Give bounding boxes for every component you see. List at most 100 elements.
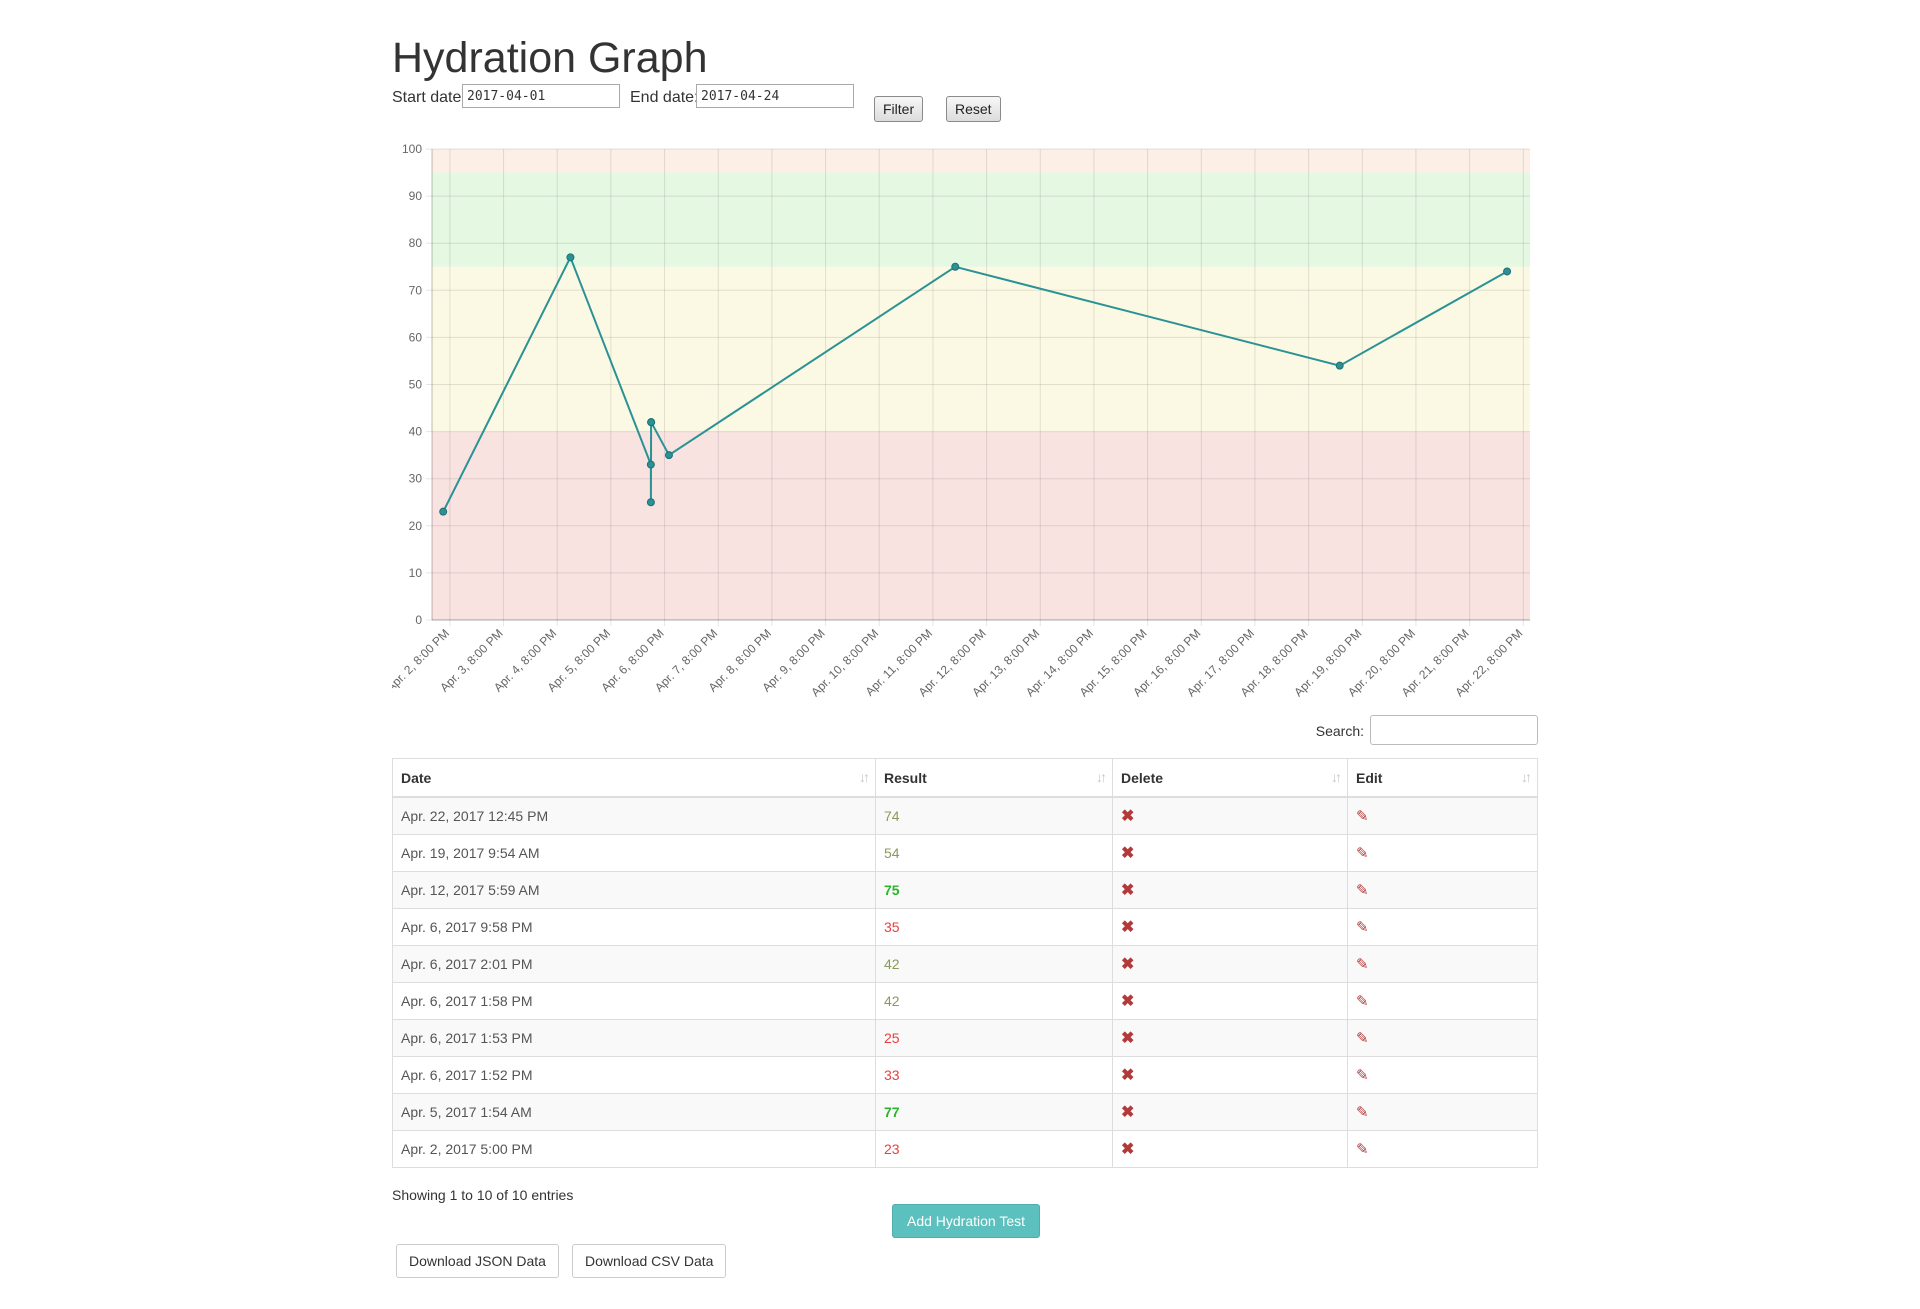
data-point (646, 498, 655, 507)
end-date-input[interactable] (696, 84, 854, 108)
result-cell: 54 (875, 834, 1113, 872)
close-icon[interactable]: ✖ (1121, 1030, 1135, 1047)
data-point (664, 451, 673, 460)
download-json-button[interactable]: Download JSON Data (396, 1244, 559, 1278)
pencil-icon[interactable]: ✎ (1356, 919, 1369, 936)
date-cell: Apr. 6, 2017 2:01 PM (392, 945, 876, 983)
pencil-icon[interactable]: ✎ (1356, 1104, 1369, 1121)
result-cell: 25 (875, 1019, 1113, 1057)
y-tick-label: 0 (415, 613, 422, 627)
page-title: Hydration Graph (392, 34, 708, 82)
date-cell: Apr. 6, 2017 1:53 PM (392, 1019, 876, 1057)
date-cell: Apr. 6, 2017 9:58 PM (392, 908, 876, 946)
table-row: Apr. 19, 2017 9:54 AM 54 ✖ ✎ (392, 834, 1538, 872)
sort-icon: ↓↑ (1521, 769, 1532, 785)
table-row: Apr. 5, 2017 1:54 AM 77 ✖ ✎ (392, 1093, 1538, 1131)
close-icon[interactable]: ✖ (1121, 993, 1135, 1010)
data-point (646, 460, 655, 469)
delete-cell: ✖ (1112, 796, 1348, 835)
delete-cell: ✖ (1112, 834, 1348, 872)
close-icon[interactable]: ✖ (1121, 1104, 1135, 1121)
result-cell: 77 (875, 1093, 1113, 1131)
close-icon[interactable]: ✖ (1121, 845, 1135, 862)
y-tick-label: 30 (409, 472, 423, 486)
delete-cell: ✖ (1112, 1130, 1348, 1168)
column-header-result[interactable]: Result ↓↑ (875, 758, 1113, 798)
add-hydration-test-button[interactable]: Add Hydration Test (892, 1204, 1040, 1238)
y-tick-label: 40 (409, 425, 423, 439)
y-tick-label: 60 (409, 330, 423, 344)
pencil-icon[interactable]: ✎ (1356, 1141, 1369, 1158)
chart-band (432, 266, 1530, 432)
delete-cell: ✖ (1112, 945, 1348, 983)
column-header-label: Delete (1121, 769, 1164, 786)
start-date-input[interactable] (462, 84, 620, 108)
result-cell: 42 (875, 982, 1113, 1020)
table-row: Apr. 6, 2017 1:58 PM 42 ✖ ✎ (392, 982, 1538, 1020)
pencil-icon[interactable]: ✎ (1356, 845, 1369, 862)
y-tick-label: 50 (409, 378, 423, 392)
pencil-icon[interactable]: ✎ (1356, 993, 1369, 1010)
result-cell: 74 (875, 796, 1113, 835)
filter-button[interactable]: Filter (874, 96, 924, 122)
close-icon[interactable]: ✖ (1121, 882, 1135, 899)
column-header-label: Edit (1356, 769, 1383, 786)
edit-cell: ✎ (1347, 834, 1538, 872)
date-cell: Apr. 19, 2017 9:54 AM (392, 834, 876, 872)
data-point (1503, 267, 1512, 276)
table-row: Apr. 6, 2017 2:01 PM 42 ✖ ✎ (392, 945, 1538, 983)
date-cell: Apr. 6, 2017 1:52 PM (392, 1056, 876, 1094)
column-header-date[interactable]: Date ↓↑ (392, 758, 876, 798)
search-bar: Search: (392, 715, 1538, 747)
data-point (1335, 361, 1344, 370)
start-date-label: Start date: (392, 89, 466, 106)
close-icon[interactable]: ✖ (1121, 956, 1135, 973)
column-header-label: Result (884, 769, 927, 786)
table-row: Apr. 6, 2017 9:58 PM 35 ✖ ✎ (392, 908, 1538, 946)
data-point (647, 418, 656, 427)
pencil-icon[interactable]: ✎ (1356, 1067, 1369, 1084)
close-icon[interactable]: ✖ (1121, 919, 1135, 936)
pencil-icon[interactable]: ✎ (1356, 1030, 1369, 1047)
sort-icon: ↓↑ (1096, 769, 1107, 785)
date-cell: Apr. 6, 2017 1:58 PM (392, 982, 876, 1020)
close-icon[interactable]: ✖ (1121, 808, 1135, 825)
pencil-icon[interactable]: ✎ (1356, 808, 1369, 825)
data-point (951, 262, 960, 271)
result-cell: 75 (875, 871, 1113, 909)
chart-band (432, 172, 1530, 267)
table-row: Apr. 6, 2017 1:52 PM 33 ✖ ✎ (392, 1056, 1538, 1094)
edit-cell: ✎ (1347, 1056, 1538, 1094)
edit-cell: ✎ (1347, 1093, 1538, 1131)
result-cell: 23 (875, 1130, 1113, 1168)
date-cell: Apr. 22, 2017 12:45 PM (392, 796, 876, 835)
date-cell: Apr. 5, 2017 1:54 AM (392, 1093, 876, 1131)
column-header-delete[interactable]: Delete ↓↑ (1112, 758, 1348, 798)
column-header-label: Date (401, 769, 432, 786)
table-header-row: Date ↓↑ Result ↓↑ Delete ↓↑ Edit ↓↑ (392, 758, 1538, 798)
result-cell: 33 (875, 1056, 1113, 1094)
close-icon[interactable]: ✖ (1121, 1141, 1135, 1158)
pencil-icon[interactable]: ✎ (1356, 956, 1369, 973)
reset-button[interactable]: Reset (946, 96, 1001, 122)
edit-cell: ✎ (1347, 1130, 1538, 1168)
column-header-edit[interactable]: Edit ↓↑ (1347, 758, 1538, 798)
pencil-icon[interactable]: ✎ (1356, 882, 1369, 899)
table-info: Showing 1 to 10 of 10 entries (392, 1187, 574, 1203)
y-tick-label: 20 (409, 519, 423, 533)
chart-band (432, 149, 1530, 173)
end-date-label: End date: (630, 89, 699, 106)
search-input[interactable] (1370, 715, 1538, 745)
close-icon[interactable]: ✖ (1121, 1067, 1135, 1084)
download-csv-button[interactable]: Download CSV Data (572, 1244, 727, 1278)
y-tick-label: 10 (409, 566, 423, 580)
sort-icon: ↓↑ (859, 769, 870, 785)
y-tick-label: 100 (402, 142, 422, 156)
table-row: Apr. 22, 2017 12:45 PM 74 ✖ ✎ (392, 796, 1538, 835)
edit-cell: ✎ (1347, 908, 1538, 946)
delete-cell: ✖ (1112, 871, 1348, 909)
edit-cell: ✎ (1347, 1019, 1538, 1057)
y-tick-label: 90 (409, 189, 423, 203)
edit-cell: ✎ (1347, 945, 1538, 983)
